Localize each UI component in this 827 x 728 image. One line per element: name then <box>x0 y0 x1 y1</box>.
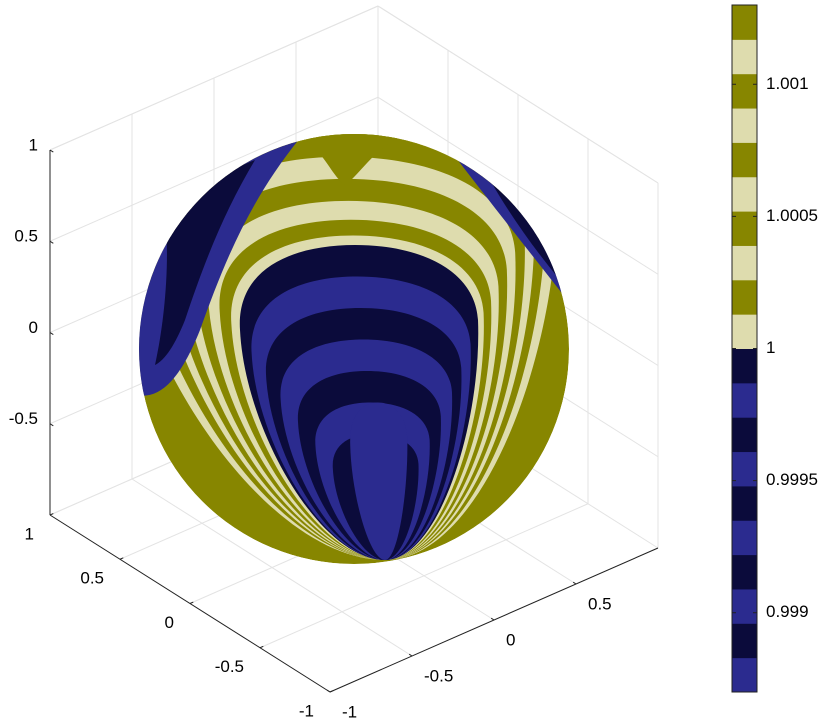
colorbar-band <box>732 554 757 590</box>
colorbar-band <box>732 279 757 315</box>
colorbar-band <box>732 657 757 693</box>
x-tick-label: 1 <box>25 524 34 543</box>
y-tick <box>572 581 577 585</box>
colorbar-band <box>732 39 757 75</box>
y-tick-label: -1 <box>342 702 357 721</box>
y-tick <box>490 617 495 621</box>
x-tick-label: -1 <box>299 701 314 720</box>
colorbar-band <box>732 348 757 384</box>
colorbar-band <box>732 451 757 487</box>
colorbar-tick-label: 1 <box>766 338 775 357</box>
z-tick <box>49 149 54 153</box>
y-tick-label: -0.5 <box>424 666 453 685</box>
z-tick-label: 1 <box>29 135 38 154</box>
colorbar-band <box>732 417 757 453</box>
colorbar-band <box>732 485 757 521</box>
colorbar-band <box>732 314 757 349</box>
colorbar-tick-label: 0.9995 <box>766 470 818 489</box>
x-tick <box>259 645 264 649</box>
box-edge <box>49 5 379 151</box>
y-tick-label: 0 <box>506 630 515 649</box>
grid-line <box>377 96 659 275</box>
colorbar-band <box>732 245 757 281</box>
colorbar-tick-label: 1.0005 <box>766 206 818 225</box>
colorbar-band <box>732 176 757 212</box>
z-tick <box>49 332 54 336</box>
colorbar-band <box>732 142 757 178</box>
x-tick-label: -0.5 <box>215 657 244 676</box>
x-tick <box>329 690 334 693</box>
colorbar-tick-label: 1.001 <box>766 74 809 93</box>
y-tick <box>326 689 331 693</box>
x-tick <box>119 557 124 560</box>
x-tick-label: 0 <box>165 613 174 632</box>
colorbar-band <box>732 588 757 624</box>
z-tick-label: 0 <box>29 318 38 337</box>
grid-line <box>49 96 379 242</box>
colorbar-band <box>732 382 757 418</box>
colorbar-band <box>732 520 757 556</box>
z-tick <box>49 423 54 427</box>
colorbar-band <box>732 73 757 109</box>
colorbar-band <box>732 211 757 246</box>
z-tick-label: -0.5 <box>9 409 38 428</box>
z-tick <box>49 240 54 244</box>
colorbar-band <box>732 623 757 659</box>
colorbar-tick-label: 0.999 <box>766 602 809 621</box>
colorbar-band <box>732 5 757 40</box>
grid-line <box>131 478 413 657</box>
y-tick <box>408 653 413 657</box>
box-edge <box>377 5 659 184</box>
x-tick <box>49 513 54 516</box>
z-tick-label: 0.5 <box>14 227 38 246</box>
sphere <box>139 134 569 564</box>
axes: -1 -0.5 0 0.5 1 -1 -0.5 0 0.5 -0.5 0 0.5 1 <box>9 135 659 721</box>
colorbar-band <box>732 108 757 143</box>
x-tick <box>189 601 194 604</box>
colorbar: 0.999 0.9995 1 1.0005 1.001 <box>731 4 818 693</box>
y-tick-label: 0.5 <box>588 594 612 613</box>
x-tick-label: 0.5 <box>80 569 104 588</box>
